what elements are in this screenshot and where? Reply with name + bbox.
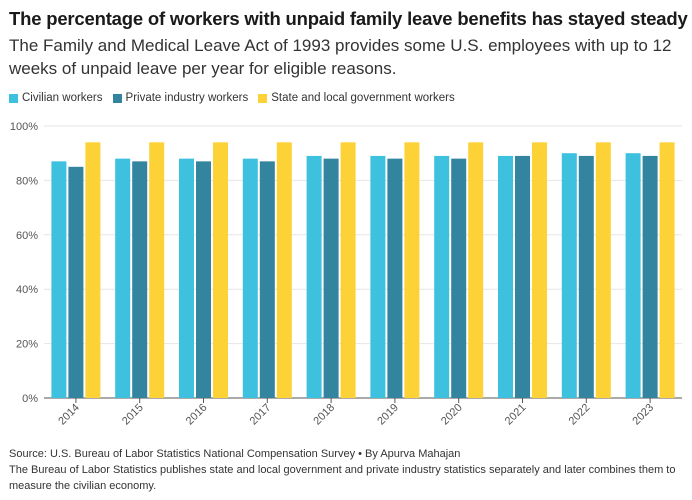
bar-state — [340, 142, 356, 398]
x-tick-label: 2023 — [630, 402, 656, 428]
bar-private — [132, 161, 148, 398]
bar-state — [404, 142, 420, 398]
y-tick-label: 0% — [22, 393, 38, 405]
bar-private — [642, 155, 658, 398]
chart-title: The percentage of workers with unpaid fa… — [9, 8, 688, 29]
x-tick-label: 2021 — [503, 402, 529, 428]
legend-item-civilian[interactable]: Civilian workers — [9, 92, 103, 104]
bar-private — [387, 158, 403, 398]
legend-item-private[interactable]: Private industry workers — [112, 92, 249, 104]
bar-state — [468, 142, 484, 398]
bar-private — [259, 161, 275, 398]
bar-state — [276, 142, 292, 398]
bar-private — [323, 158, 339, 398]
bar-state — [85, 142, 101, 398]
legend-swatch-state — [258, 93, 268, 103]
bar-civilian — [498, 155, 513, 398]
bar-civilian — [625, 153, 641, 398]
bar-civilian — [51, 161, 67, 398]
footer: Source: U.S. Bureau of Labor Statistics … — [9, 446, 685, 494]
chart-subtitle: The Family and Medical Leave Act of 1993… — [9, 36, 672, 78]
bar-state — [595, 142, 611, 398]
bar-civilian — [561, 153, 577, 398]
y-tick-label: 40% — [16, 284, 38, 296]
bar-state — [213, 142, 228, 398]
y-tick-label: 100% — [10, 121, 38, 133]
bar-civilian — [306, 155, 322, 398]
legend-swatch-private — [112, 93, 122, 103]
x-tick-label: 2015 — [120, 402, 146, 428]
bar-state — [659, 142, 675, 398]
bar-civilian — [370, 155, 386, 398]
bar-civilian — [115, 158, 131, 398]
bar-private — [196, 161, 211, 398]
bar-private — [68, 166, 84, 398]
bar-state — [532, 142, 547, 398]
y-tick-label: 80% — [16, 175, 38, 187]
bar-private — [451, 158, 467, 398]
source-text: Source: U.S. Bureau of Labor Statistics … — [9, 448, 461, 460]
legend: Civilian workers Private industry worker… — [9, 92, 455, 104]
bar-chart: 0%20%40%60%80%100% 2014 2015 2016 2017 2018 2… — [10, 121, 682, 427]
legend-label-private: Private industry workers — [125, 92, 249, 104]
y-axis-ticks: 0% 20% 40% 60% 80% 100% — [10, 121, 38, 405]
bar-civilian — [242, 158, 258, 398]
x-tick-label: 2019 — [375, 402, 401, 428]
x-tick-label: 2014 — [56, 402, 82, 428]
y-tick-label: 60% — [16, 230, 38, 242]
legend-item-state[interactable]: State and local government workers — [258, 92, 455, 104]
x-tick-label: 2020 — [439, 402, 465, 428]
bars — [51, 142, 675, 398]
x-axis-ticks: 2014 2015 2016 2017 2018 2019 2020 2021 2022 2023 — [56, 398, 656, 427]
bar-state — [149, 142, 165, 398]
legend-swatch-civilian — [9, 93, 18, 103]
bar-civilian — [434, 155, 450, 398]
y-tick-label: 20% — [16, 339, 38, 351]
x-tick-label: 2018 — [311, 402, 337, 428]
legend-label-civilian: Civilian workers — [22, 92, 103, 104]
bar-civilian — [179, 158, 194, 398]
x-tick-label: 2017 — [248, 402, 274, 428]
bar-private — [515, 155, 530, 398]
x-tick-label: 2016 — [184, 402, 210, 428]
note-text: The Bureau of Labor Statistics publishes… — [9, 464, 676, 492]
x-tick-label: 2022 — [567, 402, 593, 428]
bar-private — [578, 155, 594, 398]
legend-label-state: State and local government workers — [271, 92, 455, 104]
